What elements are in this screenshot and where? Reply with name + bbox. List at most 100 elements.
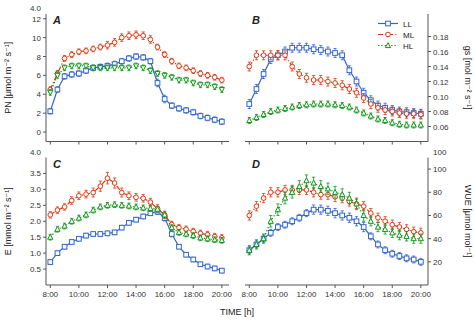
data-point [105,66,110,71]
x-tick-label: 20:00 [411,290,432,299]
error-bar [333,186,336,198]
error-bar [398,231,401,240]
error-bar [341,103,344,109]
error-bar [206,82,209,88]
panel-title: A [52,14,61,26]
error-bar [113,178,116,188]
error-bar [376,213,379,222]
y-tick-label: 2.5 [30,201,42,210]
data-point [205,236,210,241]
data-point [247,247,252,252]
data-point [162,212,167,217]
data-point [177,106,182,111]
error-bar [298,70,301,79]
error-bar [291,43,294,52]
data-point [198,262,203,267]
plot-area [247,43,424,128]
error-bar [312,76,315,85]
error-bar [92,65,95,71]
error-bar [348,85,351,94]
data-point [376,105,381,110]
data-point [48,109,53,114]
error-bar [177,77,180,83]
data-point [247,102,252,107]
data-point [390,109,395,114]
error-bar [206,115,209,121]
error-bar [99,64,102,70]
data-point [62,223,67,228]
error-bar [312,205,315,214]
data-point [191,110,196,115]
data-point [404,256,409,261]
data-point [311,190,316,195]
data-point [219,87,224,92]
data-point [133,204,138,209]
data-point [404,122,409,127]
error-bar [99,204,102,210]
data-point [411,122,416,127]
y-tick [428,169,431,170]
error-bar [149,58,152,64]
error-bar [206,73,209,79]
x-tick [78,285,79,288]
error-bar [283,106,286,112]
x-tick [78,142,79,145]
error-bar [106,231,109,235]
data-point [162,73,167,78]
data-point [368,102,373,107]
x-tick-label: 8:00 [43,290,59,299]
error-bar [398,121,401,127]
data-point [220,119,225,124]
data-point [361,96,366,101]
series [48,63,225,95]
error-bar [213,237,216,243]
data-point [91,47,96,52]
data-point [383,118,388,123]
y-tick [43,56,46,57]
data-point [347,87,352,92]
error-bar [362,110,365,116]
x-tick-label: 12:00 [97,290,118,299]
data-point [368,113,373,118]
data-point [134,32,139,37]
error-bar [77,63,80,69]
y-tick [428,261,431,262]
error-bar [305,43,308,52]
data-point [375,116,380,121]
data-point [332,102,337,107]
y-tick [43,253,46,254]
data-point [177,244,182,249]
error-bar [384,118,387,124]
error-bar [63,223,66,229]
series [247,185,423,237]
error-bar [84,212,87,218]
error-bar [185,231,188,237]
error-bar [63,245,66,249]
error-bar [120,188,123,197]
error-bar [291,104,294,110]
y-tick [428,51,431,52]
error-bar [177,230,180,236]
y-tick-label: 8 [37,53,42,62]
error-bar [149,68,152,74]
data-point [333,211,338,216]
data-point [205,264,210,269]
y-tick [428,111,431,112]
error-bar [283,221,286,228]
data-point [198,71,203,76]
data-point [304,75,309,80]
x-tick [420,142,421,145]
data-point [411,257,416,262]
error-bar [276,51,279,60]
y-axis-line [428,158,429,286]
error-bar [142,65,145,71]
data-point [254,204,259,209]
error-bar [127,192,130,200]
data-point [304,178,309,183]
data-point [77,193,82,198]
series-line [249,210,421,262]
error-bar [269,229,272,236]
y-tick-label: 2.0 [30,217,42,226]
series [48,209,224,273]
x-tick [50,142,51,145]
